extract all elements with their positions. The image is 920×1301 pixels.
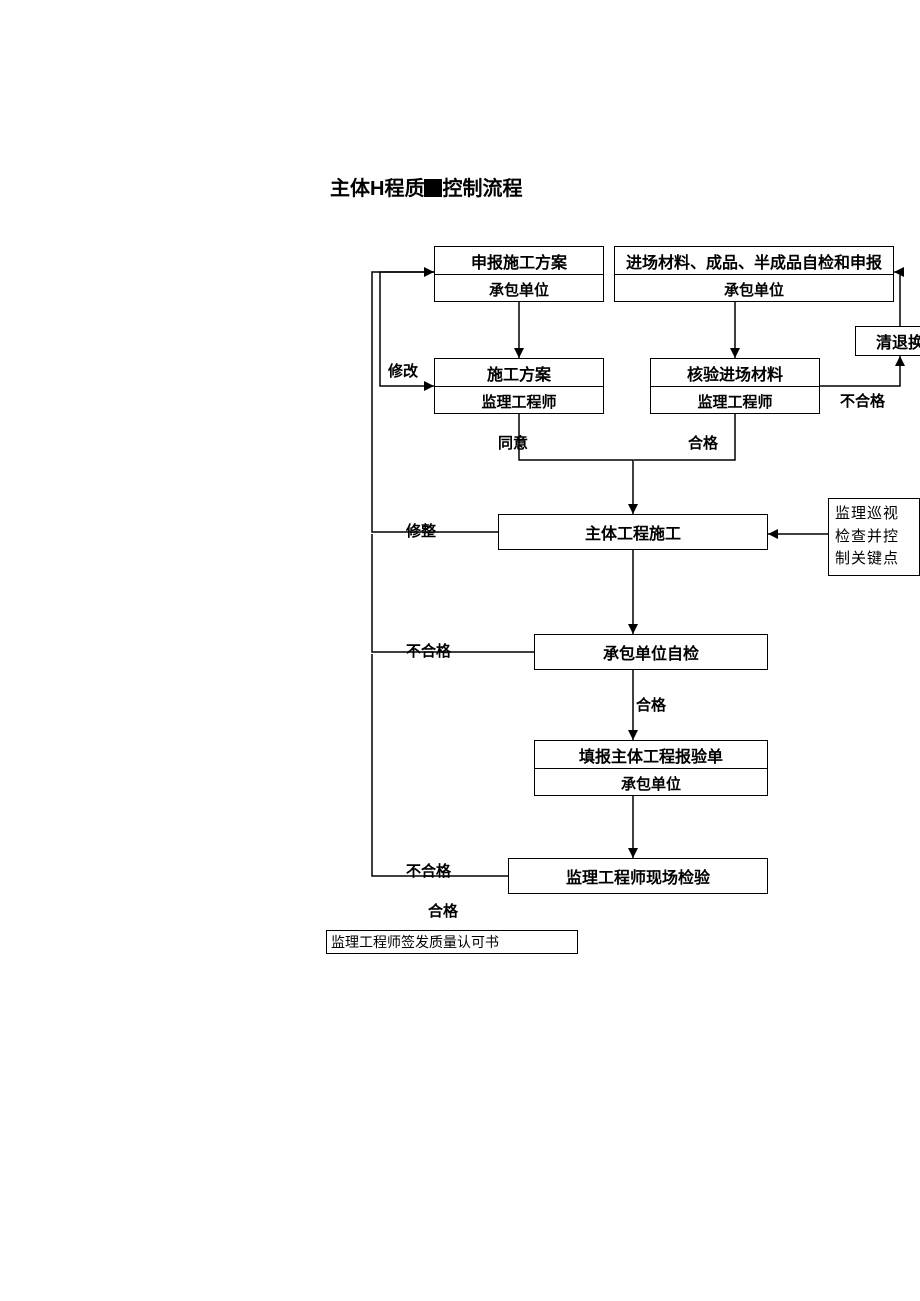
title-block-icon: [424, 179, 442, 197]
node-n6: 主体工程施工: [498, 514, 768, 550]
node-text: 监理工程师签发质量认可书: [327, 931, 577, 953]
node-text: 主体工程施工: [499, 515, 767, 549]
node-line: 监理巡视: [835, 503, 913, 526]
node-line: 制关键点: [835, 548, 913, 571]
node-line: 检查并控: [835, 526, 913, 549]
node-text: 清退换: [856, 327, 920, 355]
node-bottom: 承包单位: [435, 275, 603, 303]
label-l_pass2: 合格: [636, 694, 666, 715]
label-l_fail2: 不合格: [406, 640, 451, 661]
node-n8: 承包单位自检: [534, 634, 768, 670]
node-n7: 监理巡视检查并控制关键点: [828, 498, 920, 576]
label-l_pass3: 合格: [428, 900, 458, 921]
label-l_pass1: 合格: [688, 432, 718, 453]
title-part-b: 控制流程: [442, 178, 522, 200]
node-n10: 监理工程师现场检验: [508, 858, 768, 894]
node-n9: 填报主体工程报验单承包单位: [534, 740, 768, 796]
label-l_fail3: 不合格: [406, 860, 451, 881]
node-top: 进场材料、成品、半成品自检和申报: [615, 247, 893, 275]
node-top: 核验进场材料: [651, 359, 819, 387]
node-top: 申报施工方案: [435, 247, 603, 275]
edge-5: [820, 356, 900, 386]
edge-6: [894, 272, 900, 326]
node-n1: 申报施工方案承包单位: [434, 246, 604, 302]
node-n11: 监理工程师签发质量认可书: [326, 930, 578, 954]
edge-10: [372, 534, 534, 652]
title-part-a: 主体H程质: [330, 178, 424, 200]
node-n3: 施工方案监理工程师: [434, 358, 604, 414]
node-top: 填报主体工程报验单: [535, 741, 767, 769]
node-n4: 核验进场材料监理工程师: [650, 358, 820, 414]
edge-4: [634, 414, 735, 460]
edge-3: [519, 414, 633, 514]
node-n5: 清退换: [855, 326, 920, 356]
node-n2: 进场材料、成品、半成品自检和申报承包单位: [614, 246, 894, 302]
label-l_agree: 同意: [498, 432, 528, 453]
node-bottom: 监理工程师: [651, 387, 819, 415]
node-bottom: 承包单位: [615, 275, 893, 303]
label-l_fail1: 不合格: [840, 390, 885, 411]
node-text: 承包单位自检: [535, 635, 767, 669]
edge-13: [372, 654, 508, 876]
node-top: 施工方案: [435, 359, 603, 387]
node-bottom: 监理工程师: [435, 387, 603, 415]
flowchart-page: 主体H程质控制流程 申报施工方案承包单位进场材料、成品、半成品自检和申报承包单位…: [0, 0, 920, 1301]
label-l_mod: 修改: [388, 360, 418, 381]
diagram-title: 主体H程质控制流程: [330, 172, 522, 201]
label-l_trim: 修整: [406, 520, 436, 541]
node-text: 监理工程师现场检验: [509, 859, 767, 893]
node-bottom: 承包单位: [535, 769, 767, 797]
